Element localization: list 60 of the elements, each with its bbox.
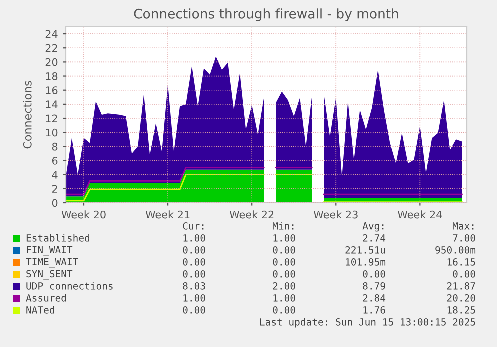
legend-label: Assured <box>26 294 66 302</box>
x-tick-label: Week 20 <box>62 210 106 219</box>
x-tick-label: Week 22 <box>230 210 274 219</box>
text: 1.00 <box>184 294 206 302</box>
text: 8.79 <box>363 282 386 290</box>
text: 0.00 <box>273 258 296 266</box>
y-tick-label: 10 <box>46 128 58 137</box>
text: Last update: Sun Jun 15 13:00:15 2025 <box>260 318 476 328</box>
text: 1.00 <box>184 234 206 242</box>
y-tick-label: 6 <box>52 156 58 165</box>
text: 2.00 <box>273 282 296 290</box>
text: 0.00 <box>183 246 206 254</box>
legend-label: Established <box>26 234 90 242</box>
y-tick-label: 4 <box>52 171 58 179</box>
text: 8.03 <box>183 282 206 290</box>
legend-label: NATed <box>26 306 54 314</box>
text: 0.00 <box>273 306 296 314</box>
text: 2.84 <box>363 294 386 302</box>
legend-label: FIN_WAIT <box>27 246 73 256</box>
y-tick-label: 22 <box>46 44 58 52</box>
chart-title: Connections through firewall - by month <box>134 8 398 22</box>
text: 2.74 <box>363 234 386 242</box>
y-tick-label: 0 <box>52 199 58 208</box>
y-tick-label: 18 <box>46 72 58 80</box>
text: 0.00 <box>183 258 206 266</box>
y-tick-label: 16 <box>46 86 58 94</box>
legend-label: UDP connections <box>26 282 113 290</box>
text: 1.00 <box>274 234 296 242</box>
y-tick-label: 12 <box>46 114 58 122</box>
text: 1.76 <box>364 306 386 314</box>
text: 0.00 <box>453 270 476 278</box>
text: 1.00 <box>274 294 296 302</box>
text: Avg: <box>362 222 384 232</box>
y-tick-label: 8 <box>52 142 58 151</box>
legend-label: TIME_WAIT <box>26 258 78 268</box>
text: 950.00m <box>436 246 476 254</box>
y-tick-label: 20 <box>46 58 58 66</box>
text: 0.00 <box>183 270 206 278</box>
text: 0.00 <box>273 270 296 278</box>
text: Min: <box>272 222 294 230</box>
y-tick-label: 14 <box>46 100 58 108</box>
text: 16.15 <box>448 258 476 266</box>
text: 18.25 <box>448 306 476 314</box>
text: Max: <box>452 222 474 230</box>
y-tick-label: 2 <box>52 185 58 193</box>
text: 20.20 <box>447 294 476 302</box>
text: 7.00 <box>453 234 476 242</box>
text: 21.87 <box>447 282 476 290</box>
x-tick-label: Week 24 <box>398 210 442 219</box>
text: 0.00 <box>363 270 386 278</box>
text: Cur: <box>183 222 204 230</box>
text: 221.51u <box>346 246 386 254</box>
text: 101.95m <box>346 258 386 266</box>
text: 0.00 <box>273 246 296 254</box>
x-tick-label: Week 23 <box>314 210 358 219</box>
x-tick-label: Week 21 <box>146 210 190 219</box>
text: 0.00 <box>183 306 206 314</box>
y-tick-label: 24 <box>46 30 58 38</box>
y-axis-title: Connections <box>23 81 32 149</box>
legend-label: SYN_SENT <box>26 270 73 280</box>
